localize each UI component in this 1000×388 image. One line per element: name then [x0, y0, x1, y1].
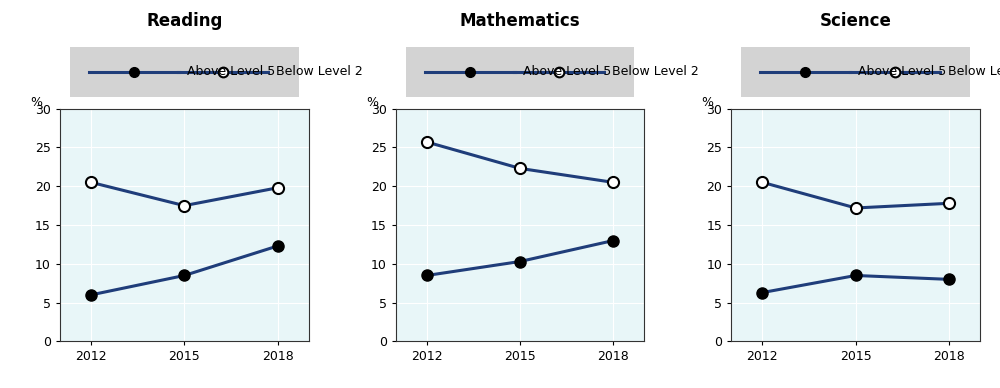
Text: Below Level 2: Below Level 2 — [276, 65, 363, 78]
Text: %: % — [366, 95, 378, 109]
Text: %: % — [30, 95, 42, 109]
Text: Reading: Reading — [146, 12, 223, 29]
Text: Science: Science — [820, 12, 892, 29]
Text: Above Level 5: Above Level 5 — [523, 65, 611, 78]
Text: Mathematics: Mathematics — [460, 12, 580, 29]
Text: Below Level 2: Below Level 2 — [948, 65, 1000, 78]
Text: Above Level 5: Above Level 5 — [187, 65, 275, 78]
Text: Below Level 2: Below Level 2 — [612, 65, 699, 78]
Text: Above Level 5: Above Level 5 — [858, 65, 947, 78]
Text: %: % — [702, 95, 714, 109]
